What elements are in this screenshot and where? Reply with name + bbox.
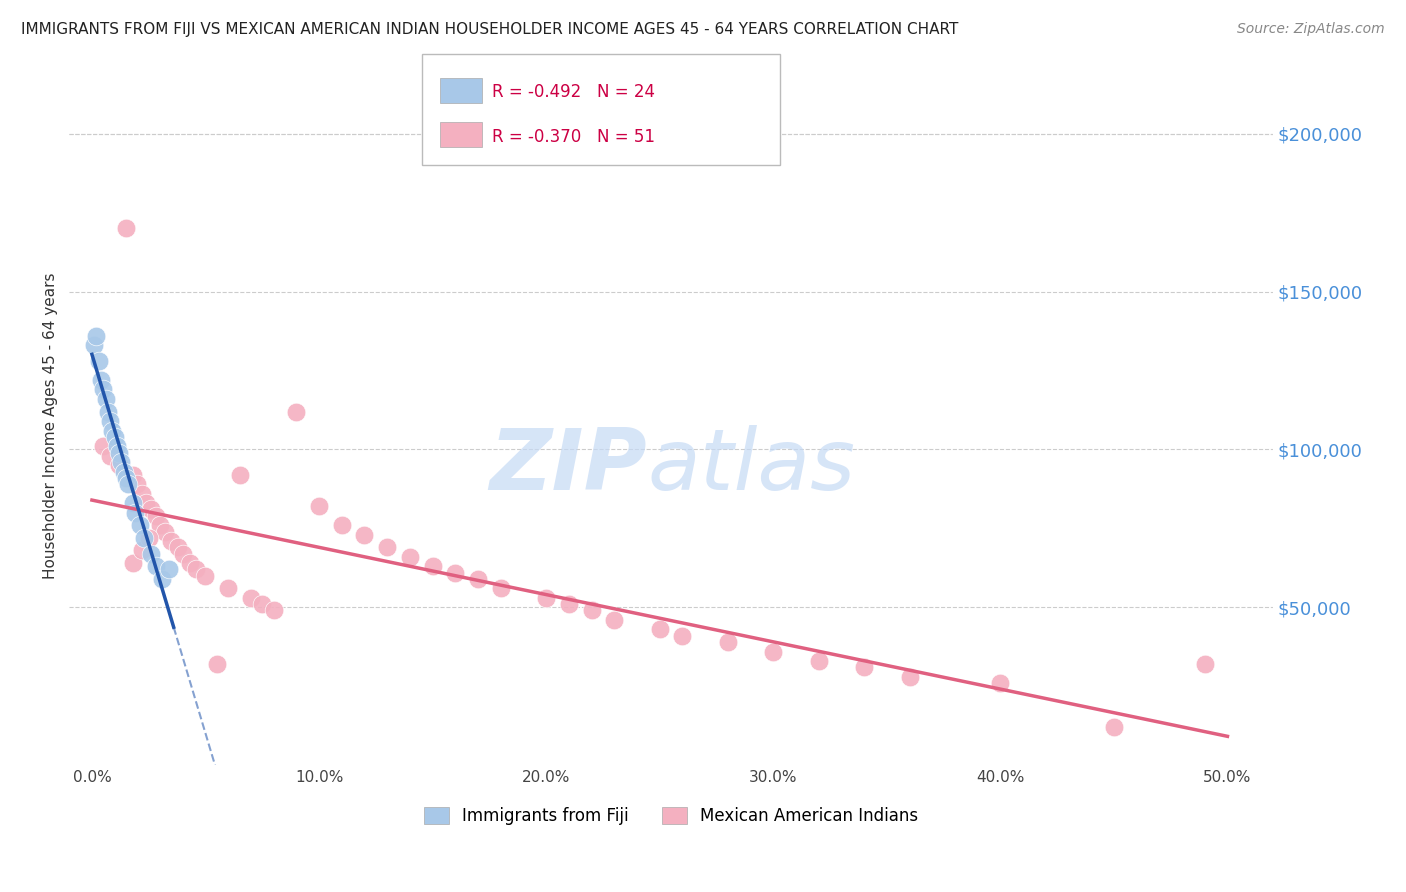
- Point: [853, 660, 876, 674]
- Point: [172, 547, 194, 561]
- Text: R = -0.492   N = 24: R = -0.492 N = 24: [492, 83, 655, 101]
- Point: [90, 373, 112, 387]
- Point: [149, 518, 172, 533]
- Point: [83, 338, 105, 352]
- Point: [1194, 657, 1216, 672]
- Point: [160, 534, 183, 549]
- Point: [91, 383, 114, 397]
- Point: [239, 591, 262, 605]
- Point: [135, 496, 157, 510]
- Point: [422, 559, 444, 574]
- Point: [139, 502, 162, 516]
- Point: [115, 471, 138, 485]
- Point: [121, 556, 143, 570]
- Point: [131, 543, 153, 558]
- Point: [179, 556, 201, 570]
- Point: [121, 467, 143, 482]
- Point: [898, 670, 921, 684]
- Point: [145, 559, 167, 574]
- Point: [399, 549, 422, 564]
- Point: [91, 439, 114, 453]
- Point: [444, 566, 467, 580]
- Point: [603, 613, 626, 627]
- Point: [1102, 720, 1125, 734]
- Text: Source: ZipAtlas.com: Source: ZipAtlas.com: [1237, 22, 1385, 37]
- Point: [87, 354, 110, 368]
- Point: [228, 467, 250, 482]
- Text: atlas: atlas: [647, 425, 855, 508]
- Point: [353, 527, 375, 541]
- Point: [97, 404, 120, 418]
- Point: [581, 603, 603, 617]
- Point: [489, 582, 512, 596]
- Point: [104, 430, 127, 444]
- Point: [108, 445, 131, 459]
- Point: [131, 486, 153, 500]
- Point: [285, 404, 308, 418]
- Point: [717, 635, 740, 649]
- Point: [112, 465, 135, 479]
- Point: [648, 623, 671, 637]
- Point: [108, 458, 131, 473]
- Point: [217, 582, 239, 596]
- Point: [330, 518, 353, 533]
- Point: [105, 439, 128, 453]
- Text: R = -0.370   N = 51: R = -0.370 N = 51: [492, 128, 655, 145]
- Point: [762, 644, 785, 658]
- Point: [263, 603, 285, 617]
- Y-axis label: Householder Income Ages 45 - 64 years: Householder Income Ages 45 - 64 years: [44, 273, 58, 579]
- Point: [186, 562, 208, 576]
- Point: [138, 531, 160, 545]
- Point: [124, 506, 146, 520]
- Text: IMMIGRANTS FROM FIJI VS MEXICAN AMERICAN INDIAN HOUSEHOLDER INCOME AGES 45 - 64 : IMMIGRANTS FROM FIJI VS MEXICAN AMERICAN…: [21, 22, 959, 37]
- Point: [128, 518, 150, 533]
- Point: [121, 496, 143, 510]
- Point: [127, 477, 149, 491]
- Point: [98, 449, 121, 463]
- Point: [988, 676, 1011, 690]
- Point: [145, 508, 167, 523]
- Point: [98, 414, 121, 428]
- Point: [139, 547, 162, 561]
- Point: [194, 568, 217, 582]
- Text: ZIP: ZIP: [489, 425, 647, 508]
- Point: [671, 629, 693, 643]
- Point: [807, 654, 830, 668]
- Legend: Immigrants from Fiji, Mexican American Indians: Immigrants from Fiji, Mexican American I…: [418, 800, 925, 831]
- Point: [86, 328, 108, 343]
- Point: [252, 597, 274, 611]
- Point: [534, 591, 557, 605]
- Point: [134, 531, 156, 545]
- Point: [205, 657, 228, 672]
- Point: [375, 541, 398, 555]
- Point: [117, 477, 139, 491]
- Point: [157, 562, 180, 576]
- Point: [153, 524, 176, 539]
- Point: [101, 424, 124, 438]
- Point: [308, 500, 330, 514]
- Point: [467, 572, 489, 586]
- Point: [150, 572, 173, 586]
- Point: [94, 392, 117, 406]
- Point: [110, 455, 132, 469]
- Point: [115, 221, 138, 235]
- Point: [558, 597, 581, 611]
- Point: [167, 541, 190, 555]
